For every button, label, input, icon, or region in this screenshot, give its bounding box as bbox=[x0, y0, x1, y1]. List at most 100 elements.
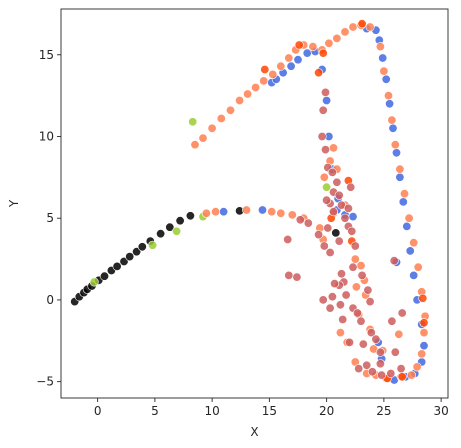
data-point-5-32 bbox=[390, 347, 400, 357]
data-point-5-22 bbox=[352, 308, 362, 318]
data-point-5-27 bbox=[362, 360, 372, 370]
data-point-3-25 bbox=[387, 115, 397, 125]
x-tick-label: 15 bbox=[262, 404, 277, 418]
data-point-5-48 bbox=[292, 272, 302, 282]
data-point-3-48 bbox=[242, 205, 252, 215]
data-point-3-30 bbox=[409, 238, 419, 248]
data-point-3-2 bbox=[207, 123, 217, 133]
data-point-5-10 bbox=[340, 213, 350, 223]
data-point-2-26 bbox=[409, 270, 419, 280]
data-point-2-17 bbox=[378, 53, 388, 63]
data-point-5-15 bbox=[357, 270, 367, 280]
data-point-3-65 bbox=[351, 282, 361, 292]
data-point-3-11 bbox=[284, 53, 294, 63]
data-point-4-8 bbox=[418, 293, 428, 303]
data-point-3-34 bbox=[419, 328, 429, 338]
y-axis-label: Y bbox=[7, 199, 21, 208]
data-point-2-24 bbox=[402, 221, 412, 231]
data-point-4-9 bbox=[419, 318, 429, 328]
data-point-2-37 bbox=[257, 205, 267, 215]
data-point-1-0 bbox=[188, 117, 198, 127]
data-point-5-46 bbox=[334, 236, 344, 246]
data-point-3-36 bbox=[412, 362, 422, 372]
data-point-2-19 bbox=[385, 99, 395, 109]
data-point-5-36 bbox=[343, 203, 353, 213]
y-tick-label: 5 bbox=[46, 211, 54, 225]
data-point-1-2 bbox=[148, 240, 158, 250]
ticks-layer: 0 5 10 15 20 25 30 −5 0 5 10 15 bbox=[36, 48, 448, 418]
data-point-5-20 bbox=[341, 290, 351, 300]
data-point-5-50 bbox=[344, 337, 354, 347]
data-point-2-18 bbox=[381, 74, 391, 84]
data-point-0-11 bbox=[132, 247, 142, 257]
data-point-5-18 bbox=[336, 269, 346, 279]
data-point-3-5 bbox=[235, 96, 245, 106]
data-point-5-30 bbox=[386, 368, 396, 378]
data-point-3-18 bbox=[340, 27, 350, 37]
data-point-5-57 bbox=[358, 339, 368, 349]
y-tick-label: 10 bbox=[39, 129, 54, 143]
data-point-5-1 bbox=[303, 218, 313, 228]
data-point-3-47 bbox=[211, 207, 221, 217]
data-point-3-66 bbox=[319, 172, 329, 182]
data-point-5-17 bbox=[365, 297, 375, 307]
x-tick-label: 30 bbox=[433, 404, 448, 418]
data-point-5-25 bbox=[371, 334, 381, 344]
data-point-5-29 bbox=[377, 370, 387, 380]
data-point-2-25 bbox=[405, 246, 415, 256]
data-point-2-20 bbox=[388, 123, 398, 133]
data-point-0-19 bbox=[331, 228, 341, 238]
data-point-3-9 bbox=[268, 69, 278, 79]
data-point-5-49 bbox=[283, 235, 293, 245]
data-point-5-0 bbox=[295, 215, 305, 225]
data-point-3-29 bbox=[404, 213, 414, 223]
data-point-3-51 bbox=[287, 210, 297, 220]
data-point-0-14 bbox=[156, 229, 166, 239]
data-point-5-58 bbox=[387, 316, 397, 326]
data-point-4-3 bbox=[357, 19, 367, 29]
data-point-2-8 bbox=[322, 96, 332, 106]
data-point-2-29 bbox=[419, 341, 429, 351]
data-point-2-36 bbox=[219, 207, 229, 217]
data-point-3-68 bbox=[328, 143, 338, 153]
data-point-5-16 bbox=[363, 285, 373, 295]
data-point-4-0 bbox=[260, 65, 270, 75]
data-point-5-37 bbox=[346, 182, 356, 192]
data-point-5-42 bbox=[320, 145, 330, 155]
data-point-5-35 bbox=[325, 248, 335, 258]
data-point-5-47 bbox=[284, 270, 294, 280]
data-point-3-37 bbox=[406, 370, 416, 380]
data-point-3-24 bbox=[383, 91, 393, 101]
data-point-3-27 bbox=[395, 164, 405, 174]
data-point-4-2 bbox=[318, 48, 328, 58]
data-point-3-4 bbox=[226, 105, 236, 115]
data-point-3-46 bbox=[201, 208, 211, 218]
data-point-3-64 bbox=[394, 329, 404, 339]
data-point-5-52 bbox=[327, 292, 337, 302]
y-tick-label: 0 bbox=[46, 293, 54, 307]
data-point-5-56 bbox=[338, 314, 348, 324]
data-point-1-1 bbox=[89, 277, 99, 287]
data-point-3-19 bbox=[348, 22, 358, 32]
data-point-5-8 bbox=[334, 190, 344, 200]
data-point-5-7 bbox=[332, 177, 342, 187]
data-point-1-3 bbox=[172, 226, 182, 236]
data-point-3-57 bbox=[350, 254, 360, 264]
data-point-4-1 bbox=[294, 40, 304, 50]
data-point-0-16 bbox=[175, 216, 185, 226]
x-tick-label: 10 bbox=[204, 404, 219, 418]
data-point-5-55 bbox=[397, 308, 407, 318]
data-point-5-51 bbox=[335, 300, 345, 310]
data-point-5-61 bbox=[354, 364, 364, 374]
data-point-3-23 bbox=[379, 66, 389, 76]
data-point-3-22 bbox=[375, 42, 385, 52]
x-axis-label: X bbox=[250, 425, 258, 439]
data-point-3-14 bbox=[308, 42, 318, 52]
data-point-5-4 bbox=[323, 223, 333, 233]
data-point-5-2 bbox=[314, 230, 324, 240]
data-point-4-7 bbox=[397, 372, 407, 382]
data-point-5-53 bbox=[318, 295, 328, 305]
data-point-2-4 bbox=[293, 55, 303, 65]
data-point-3-7 bbox=[251, 83, 261, 93]
